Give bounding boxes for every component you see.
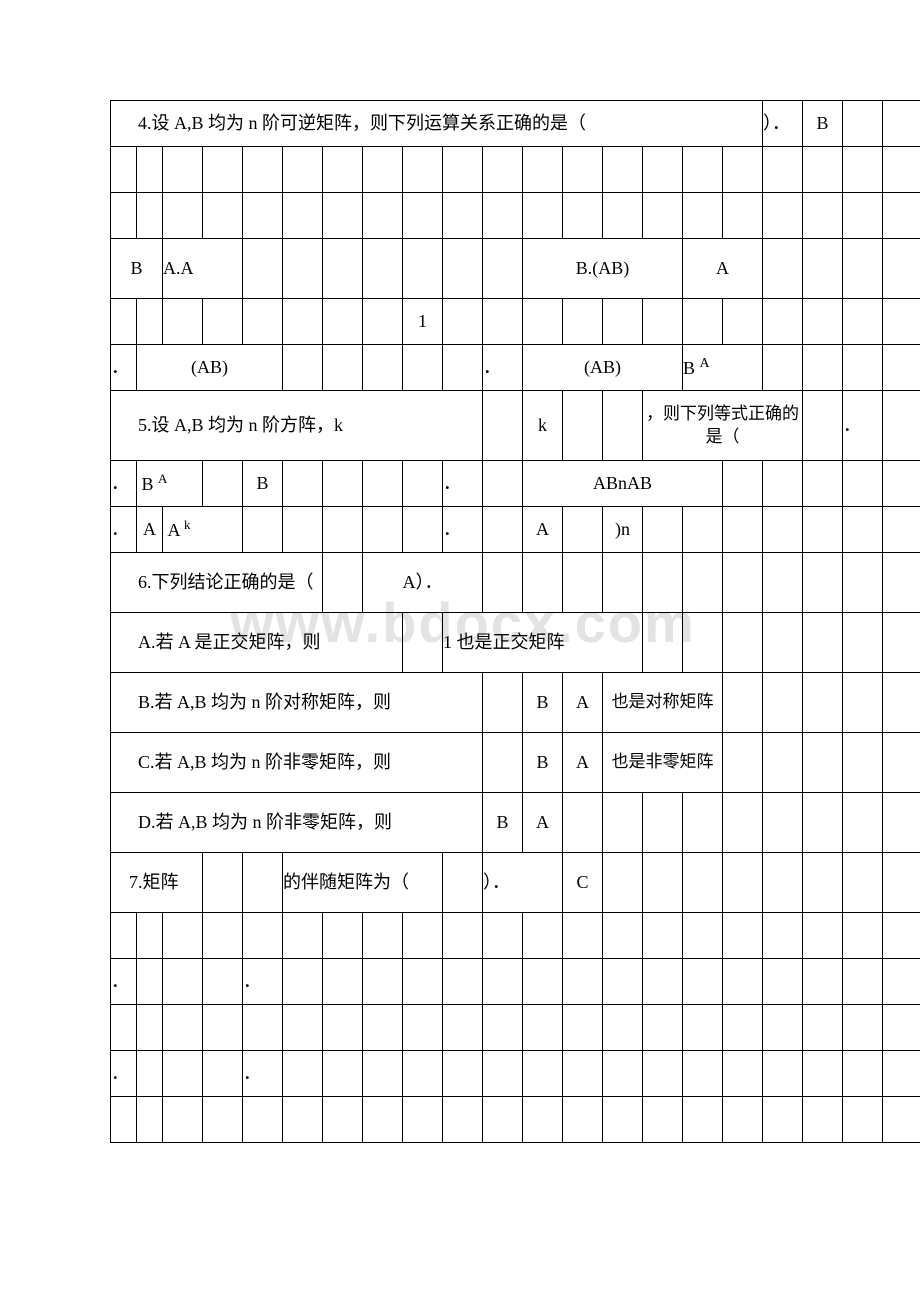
q4-optB: B.(AB)	[523, 239, 683, 299]
q6-optB-2: 也是对称矩阵	[603, 673, 723, 733]
q5-c-dot: ．	[111, 507, 137, 553]
q6-optC-A: A	[563, 733, 603, 793]
q4-optD-ab: (AB)	[523, 345, 683, 391]
q7-b-dot: ．	[243, 959, 283, 1005]
q6-optD-B: B	[483, 793, 523, 853]
q4-optB-A: A	[683, 239, 763, 299]
q5-dot: ．	[843, 391, 883, 461]
q5-optA-B: B A	[137, 461, 203, 507]
q4-optC-ab: (AB)	[137, 345, 283, 391]
q6-optB-1: B.若 A,B 均为 n 阶对称矩阵，则	[111, 673, 483, 733]
q6-optD-1: D.若 A,B 均为 n 阶非零矩阵，则	[111, 793, 483, 853]
q5-a-dot: ．	[111, 461, 137, 507]
q6-optB-B: B	[523, 673, 563, 733]
q6-optA-2: 1 也是正交矩阵	[443, 613, 643, 673]
q4-paren: ）．	[763, 101, 803, 147]
q7-stem: 7.矩阵	[111, 853, 203, 913]
q6-optA-1: A.若 A 是正交矩阵，则	[111, 613, 403, 673]
q7-mid: 的伴随矩阵为（	[283, 853, 443, 913]
q4-optA-B: B	[111, 239, 163, 299]
q4-stem: 4.设 A,B 均为 n 阶可逆矩阵，则下列运算关系正确的是（	[111, 101, 763, 147]
q7-d-dot: ．	[243, 1051, 283, 1097]
q7-c-dot: ．	[111, 1051, 137, 1097]
q7-ans: C	[563, 853, 603, 913]
q6-ans: A）．	[363, 553, 483, 613]
q4-optC-dot: ．	[111, 345, 137, 391]
q4-optA: A.A	[163, 239, 243, 299]
q5-tail: ，则下列等式正确的是（	[643, 391, 803, 461]
q5-stem: 5.设 A,B 均为 n 阶方阵，k	[111, 391, 483, 461]
q6-stem: 6.下列结论正确的是（	[111, 553, 323, 613]
q5-optC-A1: A	[137, 507, 163, 553]
q6-optB-A: A	[563, 673, 603, 733]
q4-answer: B	[803, 101, 843, 147]
q7-a-dot: ．	[111, 959, 137, 1005]
q5-b-dot: ．	[443, 461, 483, 507]
q4-one: 1	[403, 299, 443, 345]
q5-optB: ABnAB	[523, 461, 723, 507]
q7-paren: ）．	[483, 853, 563, 913]
questions-table: 4.设 A,B 均为 n 阶可逆矩阵，则下列运算关系正确的是（ ）． B B A…	[110, 100, 920, 1143]
q6-optC-B: B	[523, 733, 563, 793]
q5-optD-n: )n	[603, 507, 643, 553]
q4-optD-dot: ．	[483, 345, 523, 391]
q5-k: k	[523, 391, 563, 461]
q4-optD-AB: B A	[683, 345, 763, 391]
q6-optD-A: A	[523, 793, 563, 853]
q6-optC-1: C.若 A,B 均为 n 阶非零矩阵，则	[111, 733, 483, 793]
q6-optC-2: 也是非零矩阵	[603, 733, 723, 793]
q5-d-dot: ．	[443, 507, 483, 553]
q5-optC-Ak: A k	[163, 507, 243, 553]
q5-optA-B2: B	[243, 461, 283, 507]
q5-optD-A: A	[523, 507, 563, 553]
